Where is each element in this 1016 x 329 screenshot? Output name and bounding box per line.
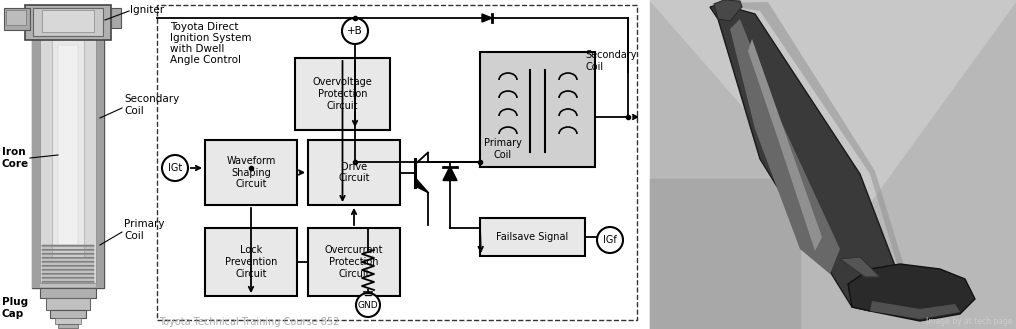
Polygon shape — [443, 166, 457, 181]
Text: Angle Control: Angle Control — [170, 55, 241, 65]
Bar — [650, 0, 1016, 329]
Polygon shape — [710, 4, 900, 311]
Bar — [31, 28, 40, 288]
Bar — [42, 253, 94, 255]
Bar — [42, 246, 94, 247]
Text: Primary
Coil: Primary Coil — [124, 219, 165, 241]
Polygon shape — [482, 14, 492, 22]
Polygon shape — [714, 0, 742, 21]
Circle shape — [356, 293, 380, 317]
Polygon shape — [848, 264, 975, 321]
Polygon shape — [731, 19, 840, 274]
Text: Waveform
Shaping
Circuit: Waveform Shaping Circuit — [227, 156, 275, 189]
Bar — [96, 28, 104, 288]
Bar — [42, 266, 94, 267]
Polygon shape — [870, 301, 960, 319]
Text: Overcurrent
Protection
Circuit: Overcurrent Protection Circuit — [325, 245, 383, 279]
Polygon shape — [840, 257, 880, 277]
Text: Drive
Circuit: Drive Circuit — [338, 162, 370, 183]
Bar — [111, 8, 121, 28]
Bar — [42, 265, 94, 267]
Text: IGt: IGt — [168, 163, 182, 173]
Bar — [42, 250, 94, 251]
Bar — [42, 270, 94, 271]
Bar — [50, 310, 86, 318]
Polygon shape — [710, 2, 905, 274]
Circle shape — [162, 155, 188, 181]
Bar — [40, 33, 96, 283]
Bar — [42, 254, 94, 255]
Text: with Dwell: with Dwell — [170, 44, 225, 54]
Bar — [42, 249, 94, 251]
Circle shape — [597, 227, 623, 253]
Bar — [157, 5, 637, 320]
Bar — [42, 269, 94, 271]
Bar — [6, 10, 26, 25]
Bar — [42, 274, 94, 275]
Text: Iron
Core: Iron Core — [2, 147, 29, 169]
Bar — [42, 257, 94, 259]
Text: IGf: IGf — [604, 235, 617, 245]
Bar — [46, 298, 90, 310]
Text: Primary
Coil: Primary Coil — [484, 139, 522, 160]
Bar — [42, 261, 94, 263]
Bar — [42, 277, 94, 279]
Text: Toyota Technical Training Course 852: Toyota Technical Training Course 852 — [158, 317, 339, 327]
Text: Ignition System: Ignition System — [170, 33, 252, 43]
Text: Toyota Direct: Toyota Direct — [170, 22, 239, 32]
Bar — [308, 228, 400, 296]
Bar — [42, 278, 94, 279]
Polygon shape — [748, 39, 822, 251]
Bar — [52, 38, 84, 258]
Circle shape — [342, 18, 368, 44]
Text: +B: +B — [347, 26, 363, 36]
Bar — [42, 262, 94, 263]
Text: Overvoltage
Protection
Circuit: Overvoltage Protection Circuit — [313, 77, 373, 111]
Bar — [480, 52, 595, 167]
Bar — [25, 5, 111, 40]
Text: Image by at tech page: Image by at tech page — [926, 317, 1012, 326]
Polygon shape — [416, 179, 428, 192]
Bar — [308, 140, 400, 205]
Bar — [33, 8, 103, 36]
Bar — [42, 245, 94, 247]
Bar — [42, 258, 94, 259]
Bar — [295, 58, 390, 130]
Bar — [42, 273, 94, 275]
Bar — [58, 324, 78, 328]
Bar — [31, 28, 104, 288]
Text: Secondary
Coil: Secondary Coil — [124, 94, 179, 116]
Text: Secondary
Coil: Secondary Coil — [585, 50, 636, 72]
Bar — [40, 288, 96, 298]
Text: Lock
Prevention
Circuit: Lock Prevention Circuit — [225, 245, 277, 279]
Bar — [55, 318, 81, 324]
Text: Failsave Signal: Failsave Signal — [497, 232, 569, 242]
Text: Igniter: Igniter — [130, 5, 165, 15]
Bar — [205, 228, 297, 296]
Bar — [42, 282, 94, 283]
Bar — [42, 10, 94, 32]
Text: Plug
Cap: Plug Cap — [2, 297, 28, 319]
Text: GND: GND — [358, 300, 378, 310]
Bar — [58, 45, 78, 245]
Bar — [4, 8, 30, 30]
Bar — [205, 140, 297, 205]
Bar — [42, 281, 94, 283]
Bar — [480, 218, 585, 256]
